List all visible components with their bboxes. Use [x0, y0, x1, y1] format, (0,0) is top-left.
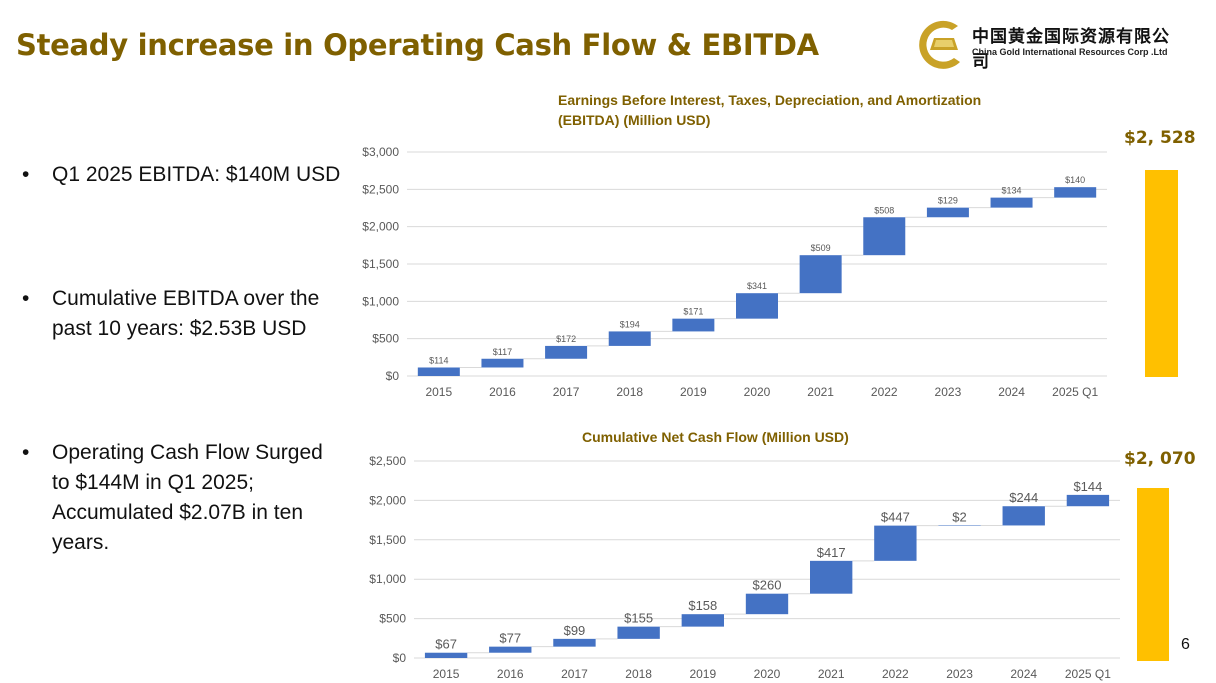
slide-title: Steady increase in Operating Cash Flow &… [16, 28, 819, 62]
ebitda-total-bar [1145, 170, 1178, 377]
waterfall-bar [990, 197, 1033, 208]
waterfall-bar [874, 525, 917, 561]
y-tick-label: $2,500 [362, 182, 399, 196]
x-tick-label: 2025 Q1 [1065, 667, 1111, 681]
bullet-text: Q1 2025 EBITDA: $140M USD [52, 163, 341, 186]
y-tick-label: $1,500 [362, 257, 399, 271]
data-label: $99 [564, 623, 586, 638]
data-label: $77 [499, 631, 521, 646]
x-tick-label: 2020 [744, 385, 771, 399]
data-label: $129 [938, 196, 958, 206]
cashflow-total-bar [1137, 488, 1169, 661]
data-label: $417 [817, 545, 846, 560]
x-tick-label: 2025 Q1 [1052, 385, 1098, 399]
waterfall-bar [745, 593, 789, 615]
x-tick-label: 2018 [616, 385, 643, 399]
y-tick-label: $2,500 [369, 454, 406, 468]
page-number: 6 [1181, 636, 1190, 653]
data-label: $140 [1065, 175, 1085, 185]
waterfall-bar [417, 367, 460, 376]
data-label: $2 [952, 509, 966, 524]
waterfall-bar [863, 217, 906, 256]
y-tick-label: $0 [386, 369, 400, 383]
bullet-text: Cumulative EBITDA over the past 10 years… [52, 287, 320, 340]
waterfall-bar [545, 345, 588, 359]
y-tick-label: $1,000 [362, 294, 399, 308]
data-label: $158 [688, 598, 717, 613]
waterfall-bar [672, 318, 715, 332]
x-tick-label: 2017 [553, 385, 580, 399]
x-tick-label: 2018 [625, 667, 652, 681]
waterfall-bar [1066, 494, 1110, 507]
ebitda-total-label: $2, 528 [1124, 128, 1196, 148]
x-tick-label: 2024 [1010, 667, 1037, 681]
data-label: $260 [753, 578, 782, 593]
waterfall-bar [1002, 506, 1045, 526]
x-tick-label: 2021 [818, 667, 845, 681]
ebitda-chart-title: Earnings Before Interest, Taxes, Depreci… [558, 92, 982, 128]
bullet-dot-icon: • [22, 163, 30, 186]
waterfall-bar [617, 626, 660, 639]
data-label: $117 [493, 347, 512, 357]
y-tick-label: $1,500 [369, 533, 406, 547]
cashflow-chart-title: Cumulative Net Cash Flow (Million USD) [582, 429, 849, 445]
bullet-dot-icon: • [22, 441, 30, 464]
x-tick-label: 2016 [497, 667, 524, 681]
waterfall-bar [553, 638, 596, 647]
waterfall-bar [489, 646, 532, 653]
company-logo: 中国黄金国际资源有限公司 China Gold International Re… [914, 16, 1184, 72]
data-label: $172 [556, 334, 576, 344]
x-tick-label: 2021 [807, 385, 834, 399]
x-tick-label: 2019 [680, 385, 707, 399]
y-tick-label: $500 [372, 332, 399, 346]
waterfall-bar [481, 358, 524, 368]
waterfall-bar [681, 614, 724, 627]
x-tick-label: 2022 [882, 667, 909, 681]
data-label: $509 [811, 243, 831, 253]
data-label: $114 [429, 355, 448, 365]
gold-logo-icon [919, 20, 960, 69]
waterfall-bar [938, 525, 981, 526]
y-tick-label: $500 [379, 612, 406, 626]
data-label: $341 [747, 281, 767, 291]
x-tick-label: 2020 [754, 667, 781, 681]
cashflow-total-label: $2, 070 [1124, 449, 1196, 469]
waterfall-bar [736, 293, 778, 319]
waterfall-bar [799, 255, 842, 294]
x-tick-label: 2016 [489, 385, 516, 399]
x-tick-label: 2024 [998, 385, 1025, 399]
data-label: $144 [1073, 479, 1102, 494]
data-label: $171 [683, 307, 703, 317]
waterfall-bar [1054, 187, 1097, 198]
x-tick-label: 2015 [433, 667, 460, 681]
x-tick-label: 2015 [425, 385, 452, 399]
y-tick-label: $3,000 [362, 145, 399, 159]
bullet-text: Operating Cash Flow Surged to $144M in Q… [52, 441, 323, 554]
waterfall-bar [608, 331, 651, 346]
y-tick-label: $2,000 [369, 493, 406, 507]
logo-chinese-name: 中国黄金国际资源有限公司 [972, 27, 1170, 72]
ebitda-waterfall-chart: $0 $500 $1,000 $1,500 $2,000 $2,500 $3,000 $114… [362, 145, 1107, 399]
data-label: $508 [874, 205, 894, 215]
x-tick-label: 2023 [935, 385, 962, 399]
waterfall-bar [926, 207, 969, 218]
data-label: $67 [435, 637, 457, 652]
x-tick-label: 2022 [871, 385, 898, 399]
data-label: $447 [881, 510, 910, 525]
waterfall-bar [810, 560, 853, 594]
y-tick-label: $0 [393, 651, 407, 665]
logo-english-name: China Gold International Resources Corp … [972, 47, 1168, 57]
data-label: $194 [620, 319, 640, 329]
cashflow-waterfall-chart: $0 $500 $1,000 $1,500 $2,000 $2,500 $67 2015 $77… [369, 454, 1120, 681]
y-tick-label: $2,000 [362, 220, 399, 234]
x-tick-label: 2017 [561, 667, 588, 681]
data-label: $244 [1009, 490, 1038, 505]
data-label: $155 [624, 611, 653, 626]
bullet-dot-icon: • [22, 287, 30, 310]
waterfall-bar [424, 652, 468, 658]
x-tick-label: 2019 [689, 667, 716, 681]
y-tick-label: $1,000 [369, 572, 406, 586]
data-label: $134 [1002, 186, 1022, 196]
x-tick-label: 2023 [946, 667, 973, 681]
